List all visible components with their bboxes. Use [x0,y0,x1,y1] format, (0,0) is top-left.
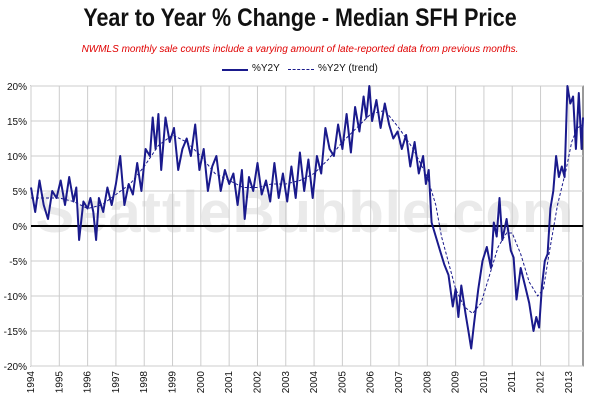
x-tick-label: 2002 [252,371,263,394]
legend-label-y2y: %Y2Y [252,63,280,74]
y-tick-label: -10% [4,292,27,303]
x-tick-label: 2007 [394,371,405,394]
y-tick-label: 0% [13,222,28,233]
y-axis-ticks: 20% 15% 10% 5% 0% -5% -10% -15% -20% [4,82,27,373]
x-tick-label: 1995 [54,371,65,394]
series-line-y2y [30,85,584,350]
legend-swatch-solid [222,69,248,71]
x-tick-label: 1999 [168,371,179,394]
x-tick-label: 2000 [196,371,207,394]
chart-title: Year to Year % Change - Median SFH Price [83,4,517,32]
x-axis-ticks: 1994 1995 1996 1997 1998 1999 2000 2001 2002 2003… [26,371,575,394]
x-tick-label: 2013 [564,371,575,394]
x-tick-label: 2012 [536,371,547,394]
x-tick-label: 2003 [281,371,292,394]
x-tick-label: 2010 [479,371,490,394]
legend-label-trend: %Y2Y (trend) [318,63,378,74]
y-tick-label: 5% [13,187,28,198]
chart-subtitle: NWMLS monthly sale counts include a vary… [81,44,519,55]
x-tick-label: 2005 [337,371,348,394]
x-tick-label: 2001 [224,371,235,394]
x-tick-label: 1997 [111,371,122,394]
x-tick-label: 1998 [139,371,150,394]
legend-swatch-dashed [288,69,314,70]
x-tick-label: 1994 [26,371,37,394]
x-tick-label: 2004 [309,371,320,394]
series-line-trend [31,109,584,315]
y-tick-label: -20% [4,362,27,373]
y-tick-label: -15% [4,327,27,338]
x-tick-label: 2011 [507,371,518,393]
x-tick-label: 2008 [422,371,433,394]
x-tick-label: 2006 [366,371,377,394]
y-tick-label: -5% [9,257,27,268]
series-group [30,85,584,350]
y-tick-label: 20% [7,82,27,93]
x-tick-label: 1996 [83,371,94,394]
y-tick-label: 15% [7,117,27,128]
x-tick-label: 2009 [451,371,462,394]
y-tick-label: 10% [7,152,27,163]
